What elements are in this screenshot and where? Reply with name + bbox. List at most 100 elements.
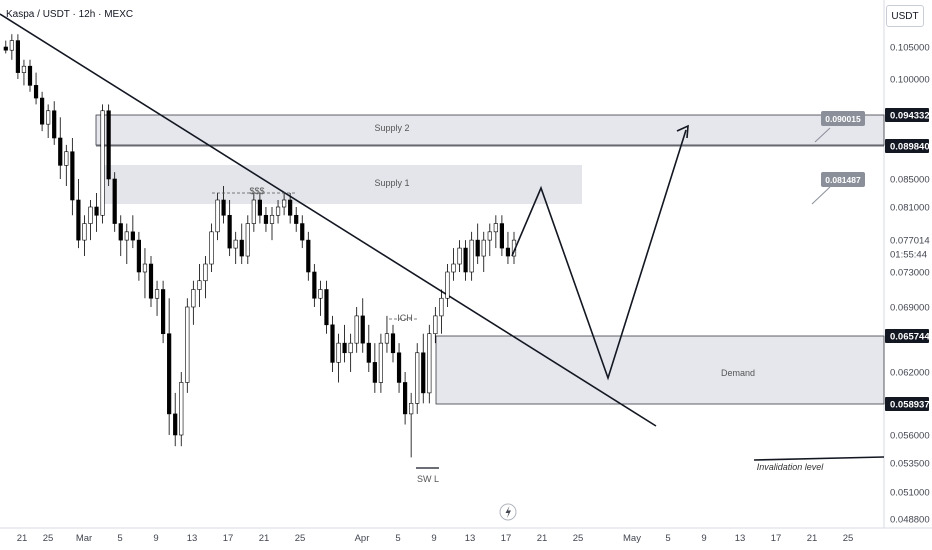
price-labels: 0.094332 0.089840 0.065744 0.058937 0.077014… [885, 108, 930, 411]
candle-body [148, 263, 154, 299]
candle-body [82, 223, 87, 241]
candle-body [179, 382, 184, 436]
candle-body [46, 110, 51, 125]
candle-body [191, 289, 196, 308]
y-tick-label: 0.100000 [890, 75, 930, 86]
trend-line[interactable] [0, 13, 657, 427]
candle-body [451, 263, 456, 273]
candle-body [142, 263, 148, 273]
candle-body [197, 280, 202, 290]
x-tick-label: 21 [259, 533, 270, 544]
x-tick-label: May [623, 533, 641, 544]
floating-label-2: 0.081487 [825, 175, 861, 185]
x-tick-label: 21 [17, 533, 28, 544]
y-tick-label: 0.056000 [890, 431, 930, 442]
supply-2-label: Supply 2 [374, 123, 409, 133]
x-tick-label: 13 [735, 533, 746, 544]
candle-body [505, 247, 511, 257]
candle-body [173, 413, 178, 436]
supply-1-label: Supply 1 [374, 178, 409, 188]
invalidation-label: Invalidation level [757, 462, 825, 472]
candle-body [227, 214, 232, 249]
candle-body [257, 199, 263, 216]
x-tick-label: 13 [187, 533, 198, 544]
candle-body [396, 352, 402, 383]
candle-body [239, 239, 244, 257]
candle-body [275, 206, 281, 216]
supply-2-zone[interactable] [95, 114, 885, 146]
candle-body [136, 239, 142, 273]
symbol-title[interactable]: Kaspa / USDT · 12h · MEXC [6, 9, 134, 20]
candle-body [112, 178, 117, 224]
candle-body [366, 342, 371, 363]
candle-body [130, 231, 135, 241]
time-axis[interactable]: 21 25 Mar 5 9 13 17 21 25 Apr 5 9 13 17 21 25 May 5 9 13 17 2… [17, 533, 854, 544]
x-tick-label: 25 [295, 533, 306, 544]
price-label-box [885, 139, 929, 153]
candle-body [354, 315, 359, 344]
candle-body [124, 231, 129, 241]
candle-body [118, 223, 123, 241]
x-tick-label: 25 [843, 533, 854, 544]
candle-body [336, 342, 341, 363]
price-label-box [885, 108, 929, 122]
candle-body [88, 206, 93, 224]
candle-body [100, 110, 105, 216]
projection-path[interactable] [511, 129, 687, 381]
candle-body [52, 110, 57, 139]
invalidation-line[interactable] [753, 456, 885, 461]
candle-body [106, 110, 111, 180]
currency-button[interactable]: USDT [886, 5, 924, 27]
candle-body [360, 315, 365, 344]
candle-body [402, 382, 408, 415]
candle-body [3, 46, 8, 51]
candle-body [263, 214, 269, 224]
candle-body [330, 324, 335, 363]
candle-body [457, 247, 462, 265]
x-tick-label: 17 [771, 533, 782, 544]
projection-arrowhead [676, 124, 689, 139]
candle-body [384, 333, 390, 344]
liquidity-label: $$$ [249, 186, 264, 196]
x-tick-label: 9 [701, 533, 706, 544]
y-tick-label: 0.062000 [890, 368, 930, 379]
candle-body [58, 137, 63, 166]
candle-body [427, 333, 432, 394]
price-label-box [885, 397, 929, 411]
x-tick-label: Apr [355, 533, 370, 544]
candle-body [409, 403, 414, 415]
candle-body [215, 199, 220, 233]
candle-body [15, 40, 21, 73]
x-tick-label: 13 [465, 533, 476, 544]
x-tick-label: 17 [223, 533, 234, 544]
x-tick-label: 5 [665, 533, 670, 544]
price-axis[interactable]: 0.105000 0.100000 0.085000 0.081000 0.073000… [890, 43, 930, 526]
x-tick-label: 9 [431, 533, 436, 544]
candle-body [21, 65, 27, 73]
y-tick-label: 0.085000 [890, 175, 930, 186]
supply-1-zone[interactable] [104, 165, 582, 204]
candle-body [324, 289, 329, 326]
candle-body [39, 97, 45, 125]
candle-body [185, 306, 190, 383]
candle-body [209, 231, 214, 265]
price-label: 0.089840 [890, 142, 930, 153]
candle-body [499, 223, 505, 249]
candle-body [9, 40, 14, 51]
demand-zone[interactable] [435, 335, 885, 405]
y-tick-label: 0.073000 [890, 268, 930, 279]
x-tick-label: 5 [117, 533, 122, 544]
candle-body [94, 206, 99, 216]
y-tick-label: 0.081000 [890, 203, 930, 214]
x-tick-label: 25 [43, 533, 54, 544]
x-tick-label: 25 [573, 533, 584, 544]
lightning-icon [505, 506, 511, 518]
candle-body [27, 65, 33, 86]
candle-body [269, 214, 275, 224]
y-tick-label: 0.053500 [890, 459, 930, 470]
price-label: 0.058937 [890, 400, 930, 411]
y-tick-label: 0.051000 [890, 488, 930, 499]
price-label-box [885, 329, 929, 343]
